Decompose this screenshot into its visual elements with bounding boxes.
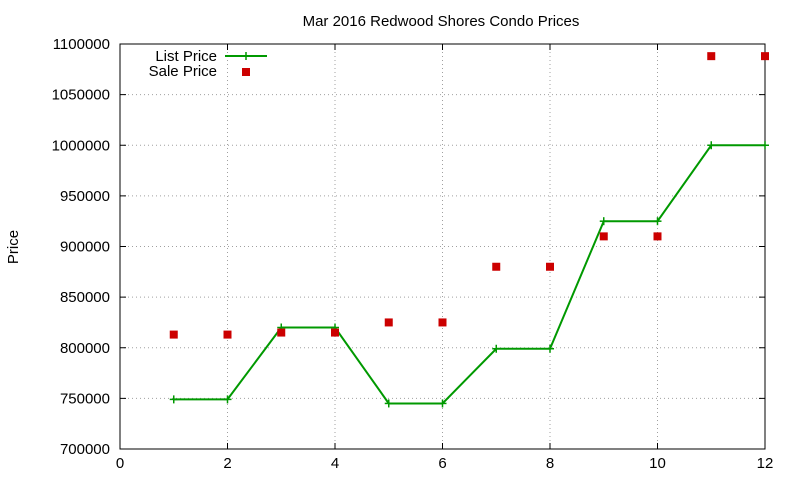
sale-price-point bbox=[546, 262, 554, 271]
list-price-point bbox=[384, 399, 393, 408]
x-tick-label: 6 bbox=[438, 455, 446, 472]
sale-price-point bbox=[707, 52, 716, 61]
y-tick-label: 750000 bbox=[60, 390, 110, 407]
sale-price-point bbox=[331, 328, 339, 337]
list-price-point bbox=[761, 141, 769, 150]
tick-labels: 0 2 4 6 8 10 12 700000 750000 800000 850000 900000 9… bbox=[52, 36, 774, 472]
grid bbox=[119, 43, 766, 450]
list-price-point bbox=[492, 344, 501, 353]
x-tick-label: 4 bbox=[331, 455, 339, 472]
chart-title: Mar 2016 Redwood Shores Condo Prices bbox=[303, 13, 580, 30]
list-price-point bbox=[546, 344, 554, 353]
x-tick-label: 10 bbox=[649, 455, 666, 472]
sale-price-point bbox=[384, 318, 393, 327]
sale-price-point bbox=[169, 330, 178, 339]
plot-border bbox=[119, 43, 766, 450]
sale-price-point bbox=[599, 232, 608, 241]
sale-price-point bbox=[438, 318, 447, 327]
list-price-line bbox=[173, 144, 765, 405]
y-axis-label: Price bbox=[5, 230, 22, 264]
sale-price-point bbox=[277, 328, 286, 337]
list-price-point bbox=[599, 217, 608, 226]
x-tick-label: 8 bbox=[546, 455, 554, 472]
list-price-point bbox=[707, 141, 716, 150]
sale-price-point bbox=[761, 52, 769, 61]
y-tick-label: 1100000 bbox=[53, 36, 110, 53]
x-tick-label: 12 bbox=[757, 455, 774, 472]
sale-price-point bbox=[653, 232, 662, 241]
x-tick-label: 2 bbox=[223, 455, 231, 472]
y-tick-label: 950000 bbox=[60, 188, 110, 205]
legend-marker-sale-price bbox=[242, 68, 250, 76]
y-tick-label: 900000 bbox=[60, 239, 110, 256]
legend-marker-list-price bbox=[242, 52, 250, 60]
list-price-point bbox=[438, 399, 447, 408]
list-price-point bbox=[169, 395, 178, 404]
y-tick-label: 850000 bbox=[60, 289, 110, 306]
y-tick-label: 1050000 bbox=[52, 87, 110, 104]
y-tick-label: 700000 bbox=[60, 441, 110, 458]
legend-label-list-price: List Price bbox=[155, 48, 217, 65]
y-tick-label: 1000000 bbox=[52, 137, 110, 154]
y-tick-label: 800000 bbox=[60, 340, 110, 357]
series bbox=[169, 52, 769, 408]
x-tick-label: 0 bbox=[116, 455, 124, 472]
sale-price-point bbox=[492, 262, 501, 271]
plot-frame bbox=[119, 43, 766, 450]
list-price-point bbox=[653, 217, 662, 226]
legend-label-sale-price: Sale Price bbox=[149, 63, 217, 80]
list-price-point bbox=[223, 395, 232, 404]
sale-price-point bbox=[223, 330, 232, 339]
